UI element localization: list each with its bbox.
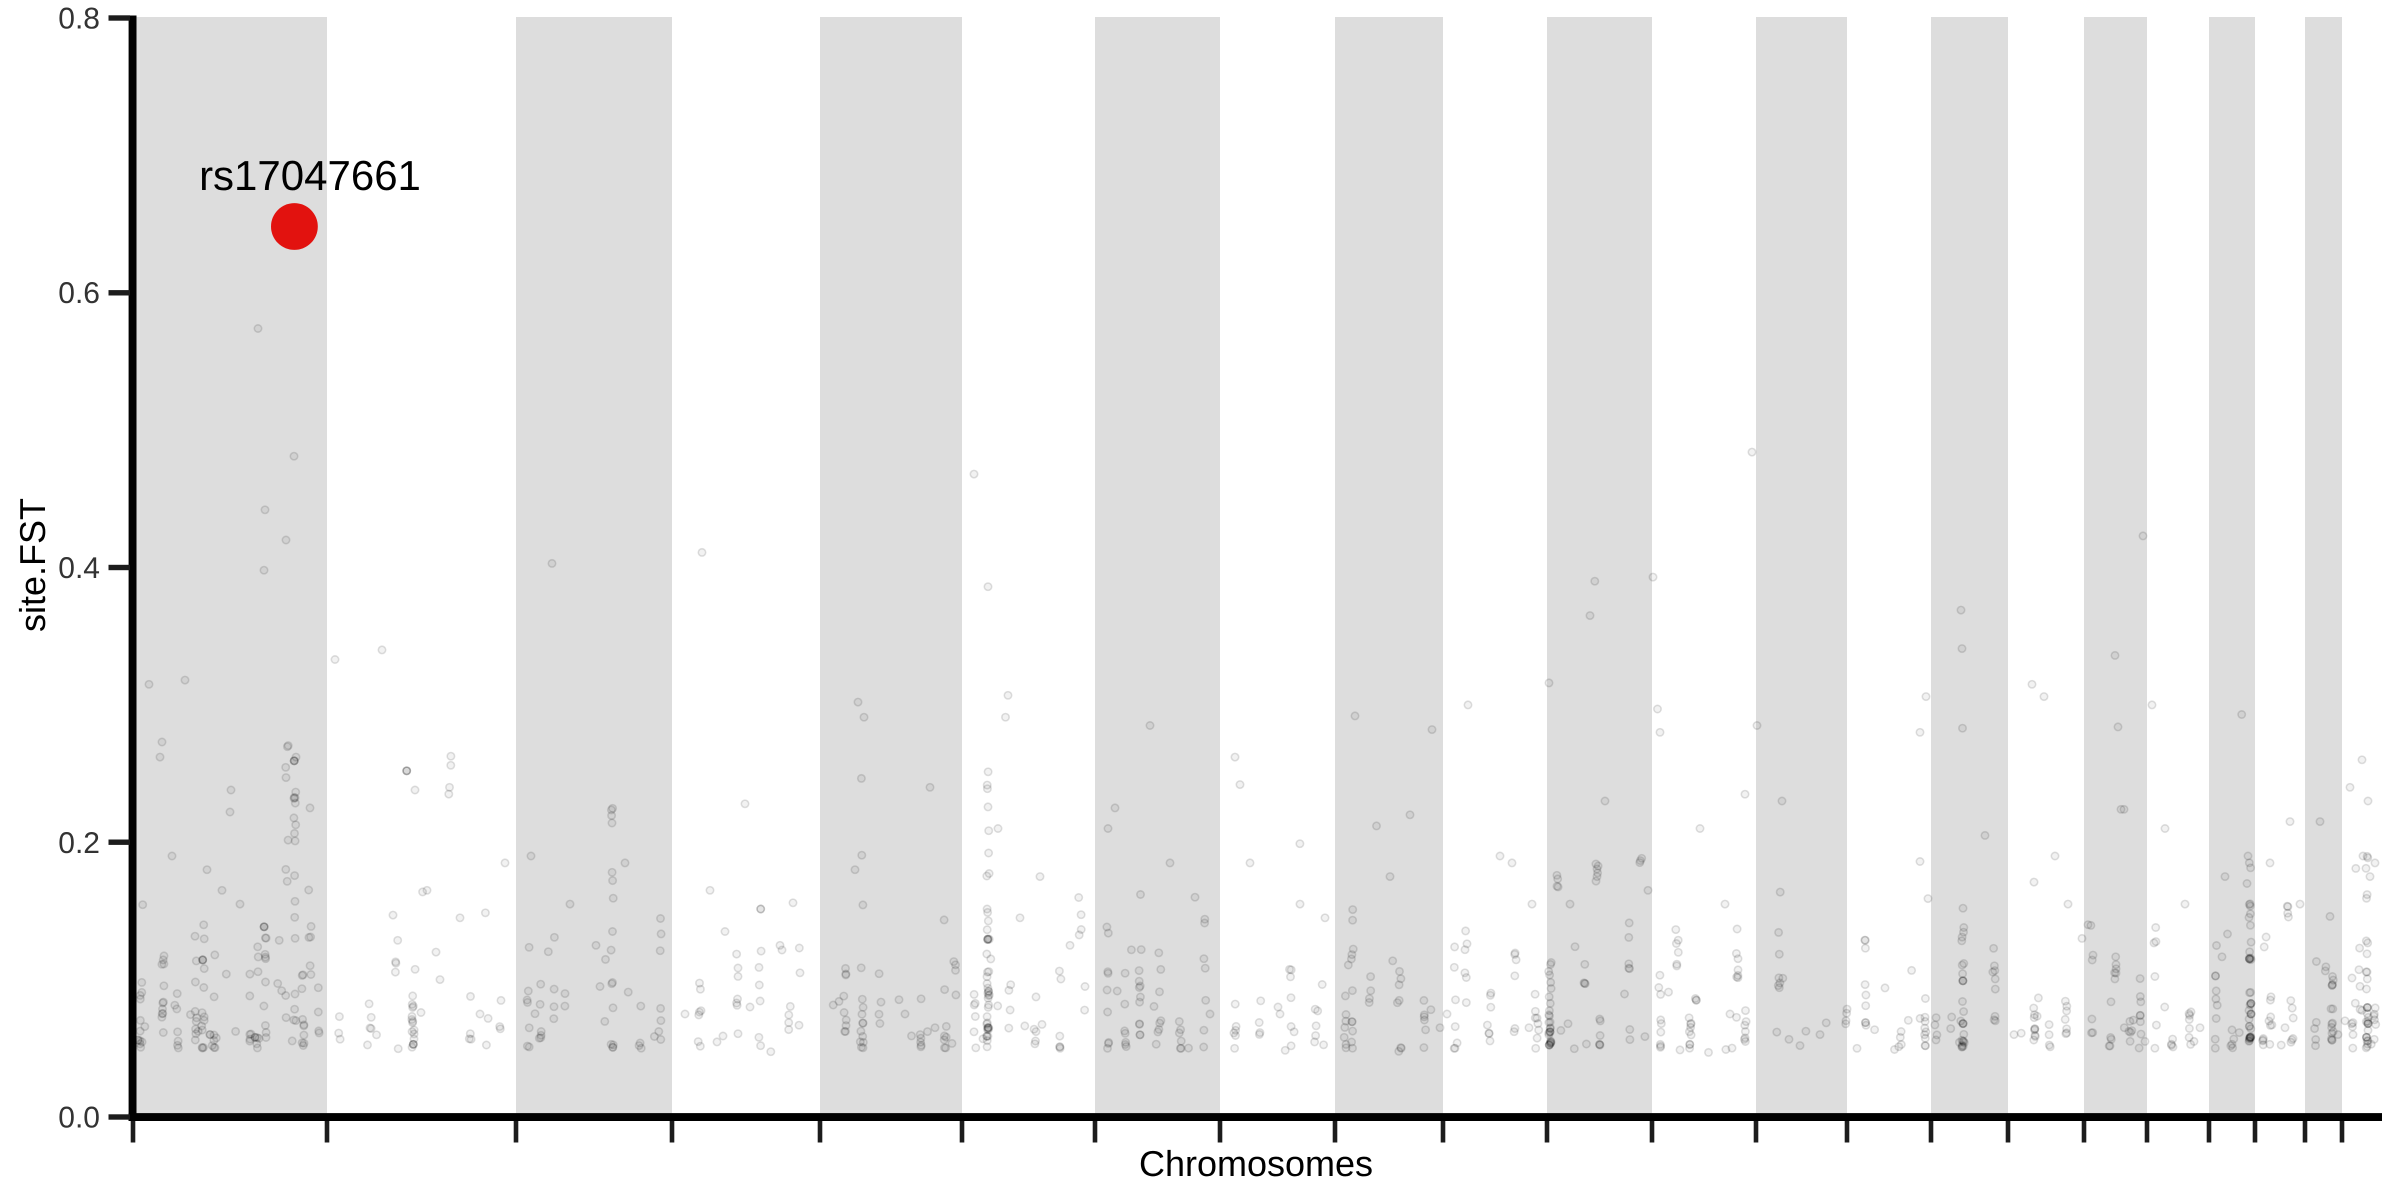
svg-text:Chromosomes: Chromosomes [1139,1143,1373,1184]
svg-text:0.0: 0.0 [58,1102,100,1135]
svg-text:0.8: 0.8 [58,3,100,36]
svg-text:0.6: 0.6 [58,277,100,310]
svg-text:site.FST: site.FST [12,498,53,632]
svg-text:rs17047661: rs17047661 [199,152,421,199]
svg-text:0.2: 0.2 [58,827,100,860]
svg-text:0.4: 0.4 [58,552,100,585]
